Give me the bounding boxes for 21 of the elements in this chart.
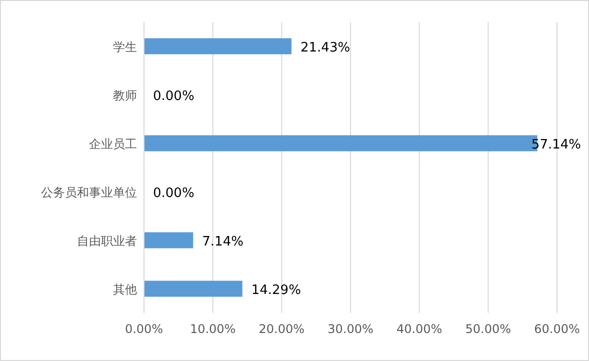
y-tick-label: 教师 [113, 88, 137, 102]
data-label: 0.00% [153, 88, 194, 104]
y-tick-label: 其他 [113, 282, 137, 296]
x-tick-label: 10.00% [190, 322, 236, 336]
y-tick-label: 企业员工 [89, 136, 137, 151]
x-tick-label: 60.00% [534, 322, 580, 336]
y-tick-label: 公务员和事业单位 [41, 185, 137, 200]
y-tick-label: 学生 [113, 40, 137, 54]
y-tick-label: 自由职业者 [77, 234, 137, 248]
x-tick-label: 50.00% [465, 322, 512, 336]
bar [144, 232, 194, 248]
x-tick-label: 30.00% [328, 322, 374, 336]
bar [144, 38, 292, 54]
data-label: 14.29% [251, 282, 301, 298]
x-tick-label: 40.00% [396, 322, 442, 336]
bar [144, 280, 242, 297]
x-tick-label: 0.00% [124, 322, 164, 336]
x-tick-label: 20.00% [258, 322, 305, 336]
data-label: 7.14% [202, 234, 244, 250]
data-label: 0.00% [153, 186, 194, 201]
data-label: 21.43% [300, 40, 350, 56]
